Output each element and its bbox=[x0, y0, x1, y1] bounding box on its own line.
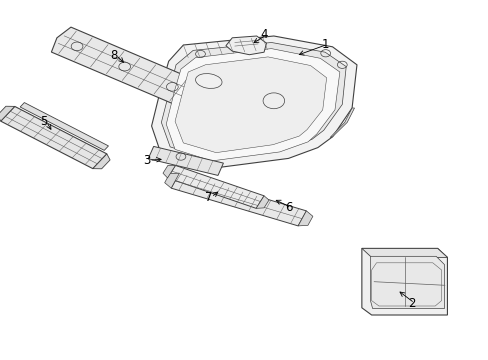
Polygon shape bbox=[256, 196, 268, 208]
Polygon shape bbox=[175, 57, 326, 153]
Polygon shape bbox=[163, 165, 175, 178]
Polygon shape bbox=[161, 42, 346, 159]
Polygon shape bbox=[225, 36, 266, 55]
Polygon shape bbox=[20, 103, 108, 150]
Polygon shape bbox=[93, 154, 110, 169]
Text: 1: 1 bbox=[321, 38, 328, 51]
Text: 8: 8 bbox=[109, 49, 117, 62]
Polygon shape bbox=[361, 248, 447, 257]
Polygon shape bbox=[167, 165, 264, 208]
Polygon shape bbox=[166, 49, 339, 161]
Polygon shape bbox=[0, 106, 15, 121]
Text: 2: 2 bbox=[407, 297, 415, 310]
Polygon shape bbox=[361, 248, 447, 315]
Text: 7: 7 bbox=[204, 191, 212, 204]
Polygon shape bbox=[151, 36, 356, 169]
Text: 4: 4 bbox=[260, 28, 267, 41]
Polygon shape bbox=[148, 147, 223, 175]
Text: 6: 6 bbox=[284, 201, 292, 214]
Text: 3: 3 bbox=[142, 154, 150, 167]
Polygon shape bbox=[164, 173, 179, 188]
Polygon shape bbox=[370, 256, 444, 309]
Polygon shape bbox=[0, 107, 107, 168]
Text: 5: 5 bbox=[40, 115, 48, 128]
Polygon shape bbox=[171, 173, 306, 226]
Polygon shape bbox=[329, 108, 354, 138]
Ellipse shape bbox=[195, 73, 222, 89]
Polygon shape bbox=[298, 211, 312, 226]
Polygon shape bbox=[51, 27, 198, 106]
